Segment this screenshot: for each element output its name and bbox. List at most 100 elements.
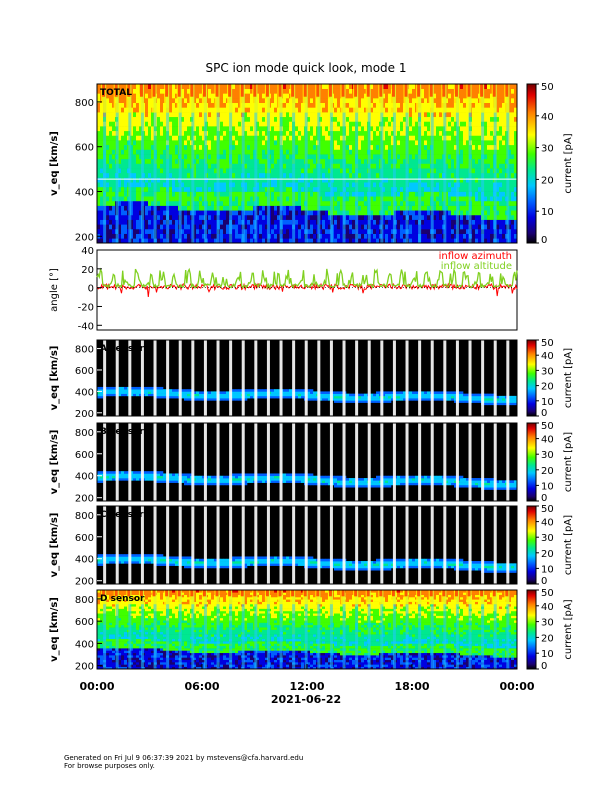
heatmap-cell (499, 98, 503, 104)
heatmap-cell (145, 93, 149, 99)
heatmap-cell (259, 205, 263, 211)
heatmap-cell (277, 205, 281, 211)
heatmap-cell (193, 168, 197, 174)
heatmap-cell (514, 205, 517, 211)
heatmap-cell (130, 158, 134, 164)
heatmap-cell (382, 126, 386, 132)
heatmap-cell (163, 210, 167, 216)
heatmap-cell (346, 140, 350, 146)
heatmap-cell (109, 149, 113, 155)
heatmap-cell (439, 144, 443, 150)
heatmap-cell (277, 238, 281, 243)
heatmap-cell (391, 219, 395, 225)
heatmap-cell (148, 140, 152, 146)
heatmap-cell (370, 149, 374, 155)
heatmap-cell (283, 224, 287, 230)
heatmap-cell (226, 149, 230, 155)
heatmap-cell (433, 116, 437, 122)
sweep-stripe (355, 84, 359, 243)
heatmap-cell (376, 191, 380, 197)
heatmap-cell (511, 182, 515, 188)
heatmap-cell (463, 121, 467, 127)
heatmap-cell (193, 238, 197, 243)
heatmap-cell (181, 144, 185, 150)
heatmap-cell (226, 172, 230, 178)
heatmap-cell (328, 163, 332, 169)
colorbar-tick-label: 0 (541, 235, 547, 246)
heatmap-cell (130, 238, 134, 243)
heatmap-cell (370, 205, 374, 211)
panel-frame (96, 83, 518, 244)
heatmap-cell (502, 168, 506, 174)
heatmap-cell (454, 158, 458, 164)
heatmap-cell (421, 149, 425, 155)
heatmap-cell (475, 191, 479, 197)
heatmap-cell (472, 219, 476, 225)
heatmap-cell (262, 196, 266, 202)
heatmap-cell (388, 158, 392, 164)
heatmap-cell (235, 238, 239, 243)
heatmap-cell (250, 135, 254, 141)
heatmap-cell (286, 107, 290, 113)
heatmap-cell (196, 130, 200, 136)
heatmap-cell (421, 102, 425, 108)
heatmap-cell (412, 228, 416, 234)
heatmap-cell (349, 196, 353, 202)
heatmap-cell (130, 182, 134, 188)
heatmap-cell (307, 84, 311, 89)
heatmap-cell (334, 200, 338, 206)
heatmap-cell (328, 144, 332, 150)
heatmap-cell (376, 205, 380, 211)
heatmap-cell (352, 196, 356, 202)
heatmap-cell (211, 116, 215, 122)
heatmap-cell (133, 391, 137, 394)
heatmap-cell (370, 163, 374, 169)
heatmap-cell (259, 158, 263, 164)
heatmap-cell (298, 144, 302, 150)
heatmap-cell (124, 200, 128, 206)
heatmap-cell (175, 140, 179, 146)
heatmap-cell (409, 191, 413, 197)
heatmap-cell (466, 149, 470, 155)
heatmap-cell (436, 233, 440, 239)
heatmap-cell (211, 177, 215, 183)
heatmap-cell (238, 121, 242, 127)
heatmap-cell (184, 214, 188, 220)
heatmap-cell (397, 205, 401, 211)
heatmap-cell (157, 386, 161, 390)
heatmap-cell (100, 168, 104, 174)
heatmap-cell (97, 395, 101, 399)
heatmap-cell (385, 116, 389, 122)
heatmap-cell (454, 172, 458, 178)
heatmap-cell (313, 158, 317, 164)
heatmap-cell (466, 158, 470, 164)
heatmap-cell (346, 191, 350, 197)
heatmap-cell (511, 135, 515, 141)
heatmap-cell (499, 200, 503, 206)
heatmap-cell (385, 158, 389, 164)
heatmap-cell (448, 205, 452, 211)
heatmap-cell (424, 219, 428, 225)
heatmap-cell (124, 228, 128, 234)
heatmap-cell (511, 163, 515, 169)
heatmap-cell (232, 172, 236, 178)
heatmap-cell (451, 177, 455, 183)
stripe-peak (139, 84, 143, 97)
heatmap-cell (163, 135, 167, 141)
heatmap-cell (97, 186, 101, 192)
heatmap-cell (346, 126, 350, 132)
heatmap-cell (412, 140, 416, 146)
heatmap-cell (151, 391, 155, 394)
heatmap-cell (235, 228, 239, 234)
heatmap-cell (373, 154, 377, 160)
heatmap-cell (499, 121, 503, 127)
heatmap-cell (139, 144, 143, 150)
heatmap-cell (310, 191, 314, 197)
colorbar-label: current [pA] (563, 133, 574, 193)
heatmap-cell (286, 149, 290, 155)
heatmap-cell (130, 149, 134, 155)
heatmap-cell (403, 163, 407, 169)
heatmap-cell (298, 177, 302, 183)
heatmap-cell (361, 154, 365, 160)
heatmap-cell (448, 126, 452, 132)
